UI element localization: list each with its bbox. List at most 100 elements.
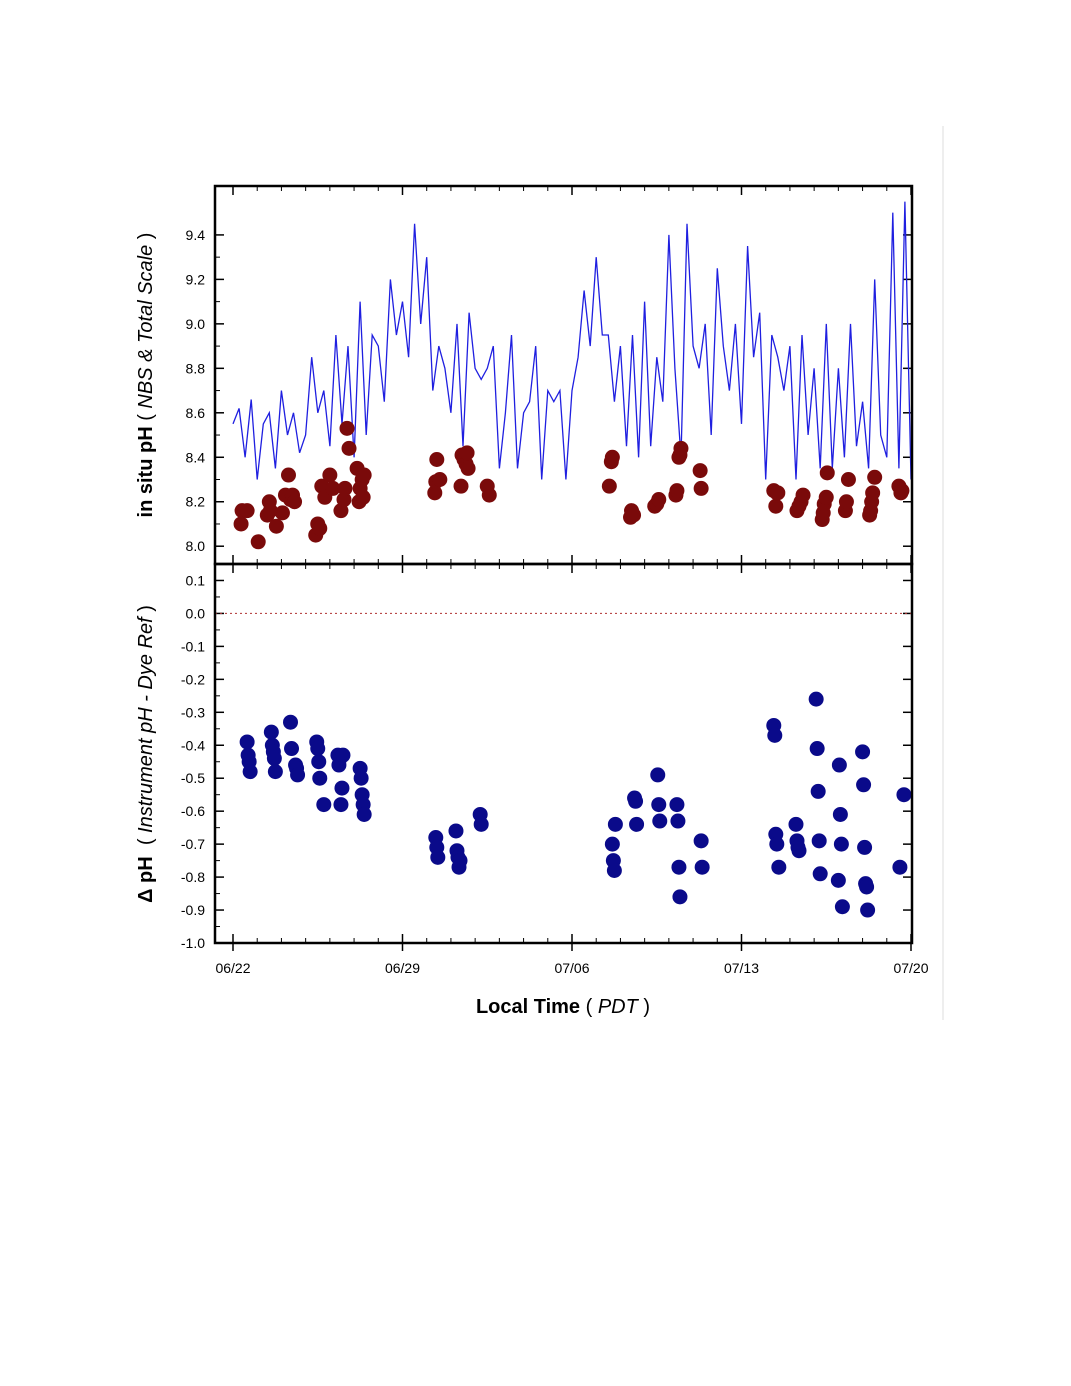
top-ytick-label: 8.8 — [186, 360, 206, 376]
delta-ph-point — [694, 859, 710, 875]
delta-ph-point — [896, 787, 912, 803]
top-ytick-label: 8.0 — [186, 538, 206, 554]
delta-ph-point — [448, 823, 464, 839]
bottom-x-ticks: 06/22 06/29 07/06 07/13 07/20 — [215, 564, 929, 976]
top-y-axis-title: in situ pH ( NBS & Total Scale ) — [135, 233, 157, 518]
bottom-panel: 0.1 0.0 -0.1 -0.2 -0.3 -0.4 -0.5 -0.6 -0.7 -0.8 -0… — [135, 562, 929, 1018]
in-situ-ph-point — [427, 485, 443, 501]
top-ylabel-close: ) — [135, 233, 157, 245]
delta-ph-point — [353, 770, 369, 786]
delta-ph-point — [604, 836, 620, 852]
in-situ-ph-point — [312, 520, 328, 536]
bottom-ytick-label: -0.3 — [181, 704, 205, 720]
in-situ-ph-point — [337, 480, 353, 496]
delta-ph-point — [283, 714, 299, 730]
in-situ-ph-point — [432, 472, 448, 488]
bottom-plot-area — [215, 612, 912, 918]
in-situ-ph-line — [232, 201, 912, 480]
top-ylabel-italic: NBS & Total Scale — [135, 245, 157, 409]
bottom-ytick-label: -0.2 — [181, 671, 205, 687]
bottom-ytick-label: -1.0 — [181, 935, 205, 951]
delta-ph-point — [650, 767, 666, 783]
in-situ-ph-point — [651, 492, 667, 508]
bottom-ylabel-open: ( — [135, 833, 157, 856]
x-axis-title: Local Time ( PDT ) — [476, 996, 650, 1018]
delta-ph-point — [857, 839, 873, 855]
in-situ-ph-point — [268, 518, 284, 534]
delta-ph-point — [693, 833, 709, 849]
delta-ph-point — [832, 806, 848, 822]
bottom-ytick-label: -0.5 — [181, 770, 205, 786]
in-situ-ph-point — [356, 467, 372, 483]
top-ytick-label: 8.6 — [186, 405, 206, 421]
delta-ph-point — [452, 853, 468, 869]
in-situ-ph-point — [894, 483, 910, 499]
in-situ-ph-point — [770, 485, 786, 501]
bottom-ylabel-bold: Δ pH — [135, 856, 157, 903]
delta-ph-point — [311, 754, 327, 770]
in-situ-ph-point — [280, 467, 296, 483]
xlabel-bold: Local Time — [476, 996, 580, 1018]
delta-ph-point — [809, 741, 825, 757]
in-situ-ph-point — [325, 480, 341, 496]
delta-ph-point — [855, 744, 871, 760]
delta-ph-point — [267, 764, 283, 780]
top-ytick-label: 8.4 — [186, 449, 206, 465]
top-panel: 8.0 8.2 8.4 8.6 8.8 9.0 9.2 9.4 in situ pH ( NB… — [135, 184, 914, 566]
top-ytick-label: 8.2 — [186, 494, 206, 510]
delta-ph-point — [652, 813, 668, 829]
delta-ph-point — [628, 793, 644, 809]
in-situ-ph-point — [429, 451, 445, 467]
delta-ph-point — [860, 902, 876, 918]
delta-ph-point — [290, 767, 306, 783]
top-ylabel-bold: in situ pH — [135, 426, 157, 517]
in-situ-ph-point — [673, 440, 689, 456]
xlabel-italic: PDT — [598, 996, 640, 1018]
top-ytick-label: 9.4 — [186, 227, 206, 243]
xtick-label: 07/06 — [554, 960, 589, 976]
delta-ph-point — [812, 866, 828, 882]
delta-ph-point — [856, 777, 872, 793]
delta-ph-point — [629, 816, 645, 832]
delta-ph-point — [356, 806, 372, 822]
top-ytick-label: 9.2 — [186, 271, 206, 287]
xtick-label: 06/29 — [385, 960, 420, 976]
delta-ph-point — [834, 899, 850, 915]
in-situ-ph-point — [459, 445, 475, 461]
bottom-y-axis-title: Δ pH ( Instrument pH - Dye Ref ) — [135, 605, 157, 903]
bottom-ytick-label: -0.7 — [181, 836, 205, 852]
in-situ-ph-point — [339, 420, 355, 436]
delta-ph-point — [671, 859, 687, 875]
delta-ph-point — [335, 747, 351, 763]
delta-ph-point — [310, 741, 326, 757]
bottom-ytick-label: 0.1 — [186, 572, 206, 588]
in-situ-ph-point — [669, 483, 685, 499]
in-situ-ph-point — [693, 480, 709, 496]
delta-ph-point — [788, 816, 804, 832]
xtick-label: 06/22 — [215, 960, 250, 976]
delta-ph-point — [606, 862, 622, 878]
top-ytick-label: 9.0 — [186, 316, 206, 332]
delta-ph-point — [312, 770, 328, 786]
delta-ph-point — [831, 757, 847, 773]
in-situ-ph-point — [626, 507, 642, 523]
in-situ-ph-point — [460, 460, 476, 476]
in-situ-ph-point — [818, 489, 834, 505]
in-situ-ph-point — [604, 449, 620, 465]
top-plot-frame — [213, 184, 914, 566]
in-situ-ph-point — [355, 489, 371, 505]
delta-ph-point — [284, 741, 300, 757]
in-situ-ph-point — [768, 498, 784, 514]
in-situ-ph-point — [341, 440, 357, 456]
delta-ph-point — [810, 783, 826, 799]
xtick-label: 07/13 — [724, 960, 759, 976]
in-situ-ph-point — [692, 463, 708, 479]
in-situ-ph-point — [336, 492, 352, 508]
delta-ph-point — [808, 691, 824, 707]
bottom-ytick-label: 0.0 — [186, 605, 206, 621]
delta-ph-point — [771, 859, 787, 875]
in-situ-ph-point — [838, 494, 854, 510]
delta-ph-point — [333, 797, 349, 813]
in-situ-ph-point — [867, 469, 883, 485]
